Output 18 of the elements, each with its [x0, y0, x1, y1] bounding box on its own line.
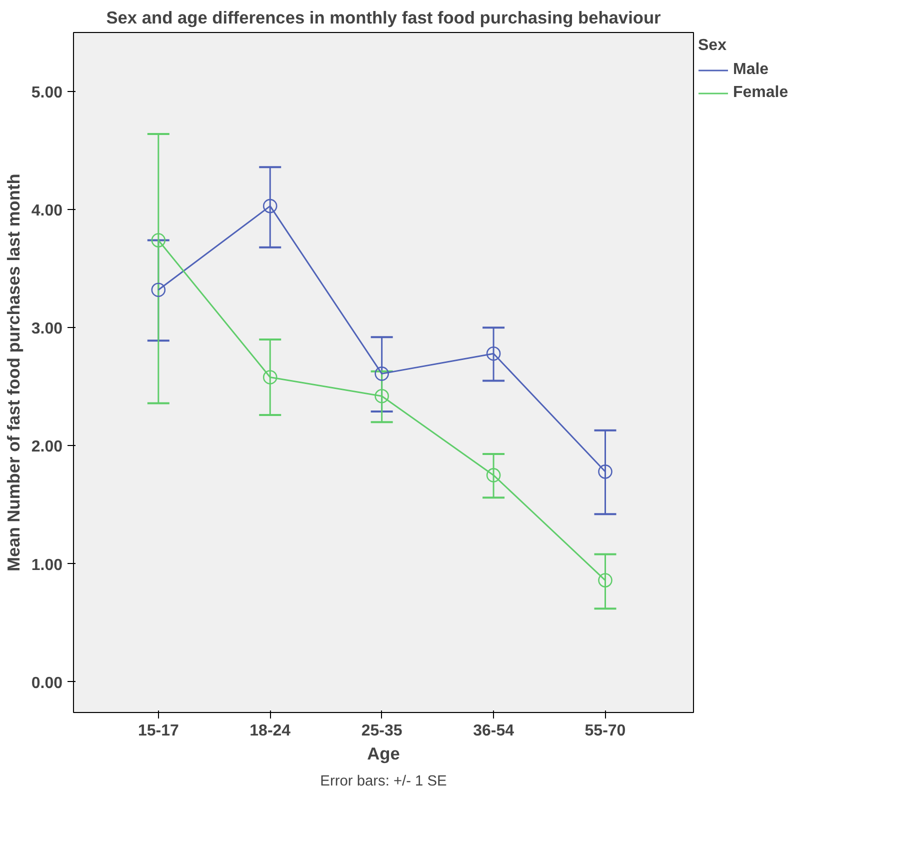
- text: Error bars: +/- 1 SE: [320, 774, 448, 790]
- x-tick-label: 55-70: [584, 722, 626, 740]
- legend-label: Male: [733, 61, 769, 79]
- y-tick-label: 0.00: [31, 674, 63, 692]
- legend-label: Female: [733, 84, 788, 102]
- x-tick-label: 18-24: [250, 722, 291, 740]
- chart-title: Sex and age differences in monthly fast food purchasing behaviour: [106, 8, 662, 28]
- y-tick-label: 4.00: [31, 202, 63, 220]
- y-axis-title: Mean Number of fast food purchases last month: [3, 174, 24, 572]
- y-tick-label: 3.00: [31, 320, 63, 338]
- y-tick-label: 1.00: [31, 556, 63, 574]
- legend-title: Sex: [698, 37, 728, 55]
- x-tick-label: 25-35: [361, 722, 402, 740]
- y-tick-label: 5.00: [31, 84, 63, 102]
- x-tick-label: 15-17: [138, 722, 179, 740]
- x-axis-title: Age: [367, 744, 400, 764]
- x-tick-label: 36-54: [473, 722, 514, 740]
- y-tick-label: 2.00: [31, 438, 63, 456]
